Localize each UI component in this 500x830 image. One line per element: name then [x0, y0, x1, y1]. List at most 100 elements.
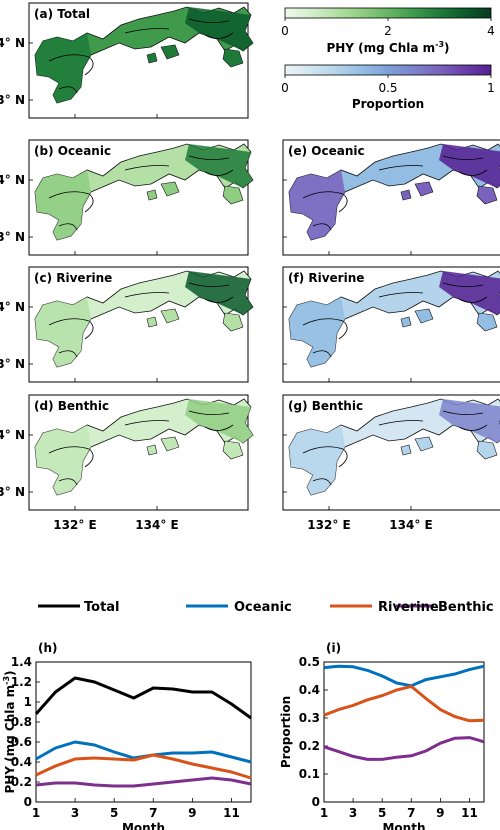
contour-line	[442, 155, 484, 160]
island	[414, 436, 434, 452]
sea-highlight	[185, 7, 253, 51]
y-tick-label: 0.3	[299, 711, 320, 725]
series-line-total	[34, 676, 252, 720]
contour-line	[312, 478, 332, 486]
series-line-riverine	[35, 753, 252, 780]
sea-highlight	[185, 271, 253, 315]
series-line-benthic	[323, 736, 485, 761]
phy-colorbar: 0 2 4 PHY (mg Chla m-3)	[281, 7, 495, 55]
colorbar-tick-label: 0	[281, 81, 289, 95]
map-panel-label: (b) Oceanic	[34, 144, 111, 158]
chart-panel-label: (h)	[38, 641, 58, 655]
map-panel-d: (d) Benthic 34° N 33° N 132° E 134° E	[0, 394, 254, 532]
x-tick-label: 3	[71, 806, 79, 820]
contour-line	[204, 32, 234, 39]
contour-line	[124, 292, 170, 298]
x-axis-label: Month	[122, 821, 165, 830]
y-axis-label-text: Proportion	[279, 696, 293, 768]
lon-tick-label: 132° E	[307, 518, 350, 532]
contour-line	[302, 446, 348, 468]
contour-line	[124, 28, 170, 34]
sea-shade	[289, 170, 345, 240]
phy-colorbar-bar	[284, 7, 492, 19]
y-axis-label: PHY (mg Chla m-3)	[2, 670, 17, 793]
y-tick-label: 1.4	[11, 655, 32, 669]
contour-line	[58, 86, 78, 94]
y-tick-label: 0.4	[299, 683, 320, 697]
island	[400, 189, 412, 201]
y-tick-label: 0	[24, 795, 32, 809]
legend-label-oceanic: Oceanic	[234, 600, 292, 615]
sea-area	[34, 6, 254, 104]
sea-shade	[35, 297, 91, 367]
sea-area	[34, 270, 254, 368]
lat-tick-label: 34° N	[0, 428, 25, 442]
island	[400, 444, 412, 456]
contour-line	[378, 420, 424, 426]
contour-line	[312, 350, 332, 358]
prop-colorbar-ticks: 0 0.5 1	[281, 75, 495, 95]
sea-highlight	[439, 144, 500, 188]
map-panel-label: (f) Riverine	[288, 271, 364, 285]
y-tick-label: 0.2	[11, 775, 32, 789]
map-panel-c: (c) Riverine 34° N 33° N	[0, 266, 254, 383]
y-tick-label: 0.6	[11, 735, 32, 749]
contour-line	[204, 296, 234, 303]
y-axis-label-sup: -3	[2, 676, 11, 685]
x-tick-label: 9	[436, 806, 444, 820]
y-tick-label: 1	[24, 695, 32, 709]
map-panel-e: (e) Oceanic	[282, 139, 500, 256]
y-tick-label: 0.4	[11, 755, 32, 769]
chart-panel-label: (i)	[326, 641, 341, 655]
colorbar-tick-label: 2	[384, 24, 392, 38]
lat-tick-label: 34° N	[0, 36, 25, 50]
contour-line	[188, 410, 230, 415]
x-tick-label: 7	[149, 806, 157, 820]
prop-colorbar-bar	[284, 64, 492, 76]
colorbar-tick-label: 4	[487, 24, 495, 38]
sea-highlight	[439, 399, 500, 443]
contour-line	[442, 282, 484, 287]
island	[160, 308, 180, 324]
contour-line	[58, 478, 78, 486]
prop-colorbar: 0 0.5 1 Proportion	[281, 64, 495, 111]
island	[160, 436, 180, 452]
y-tick-label: 1.2	[11, 675, 32, 689]
contour-line	[124, 420, 170, 426]
phy-colorbar-label: PHY (mg Chla m-3)	[326, 40, 449, 55]
map-panel-a: (a) Total 34° N 33° N	[0, 2, 254, 119]
island	[414, 308, 434, 324]
lon-tick-label: 132° E	[53, 518, 96, 532]
lon-tick-label: 134° E	[135, 518, 178, 532]
y-axis-label-text: PHY (mg Chla m	[3, 685, 17, 794]
sea-shade	[289, 297, 345, 367]
chart-h: 0 0.2 0.4 0.6 0.8 1 1.2 1.4 1 3 5 7 9 11 (h) Month PHY (…	[2, 641, 252, 830]
contour-line	[458, 296, 488, 303]
island	[414, 181, 434, 197]
x-tick-label: 11	[223, 806, 240, 820]
island	[476, 312, 498, 332]
legend-label-riverine: Riverine	[378, 600, 439, 615]
y-tick-label: 0	[312, 795, 320, 809]
sea-shade	[289, 425, 345, 495]
x-tick-label: 1	[320, 806, 328, 820]
contour-line	[204, 424, 234, 431]
sea-area	[288, 143, 500, 241]
sea-highlight	[185, 399, 253, 443]
sea-shade	[35, 170, 91, 240]
y-tick-label: 0.5	[299, 655, 320, 669]
series-line-riverine	[323, 684, 485, 723]
map-panel-label: (c) Riverine	[34, 271, 112, 285]
contour-line	[302, 191, 348, 213]
contour-line	[312, 223, 332, 231]
sea-shade	[35, 425, 91, 495]
island	[146, 52, 158, 64]
contour-line	[302, 318, 348, 340]
contour-line	[48, 191, 94, 213]
contour-line	[442, 410, 484, 415]
contour-line	[48, 318, 94, 340]
contour-line	[48, 54, 94, 76]
chart-i: 0 0.1 0.2 0.3 0.4 0.5 1 3 5 7 9 11 (i) Month Proportio…	[279, 641, 485, 830]
lat-tick-label: 34° N	[0, 300, 25, 314]
